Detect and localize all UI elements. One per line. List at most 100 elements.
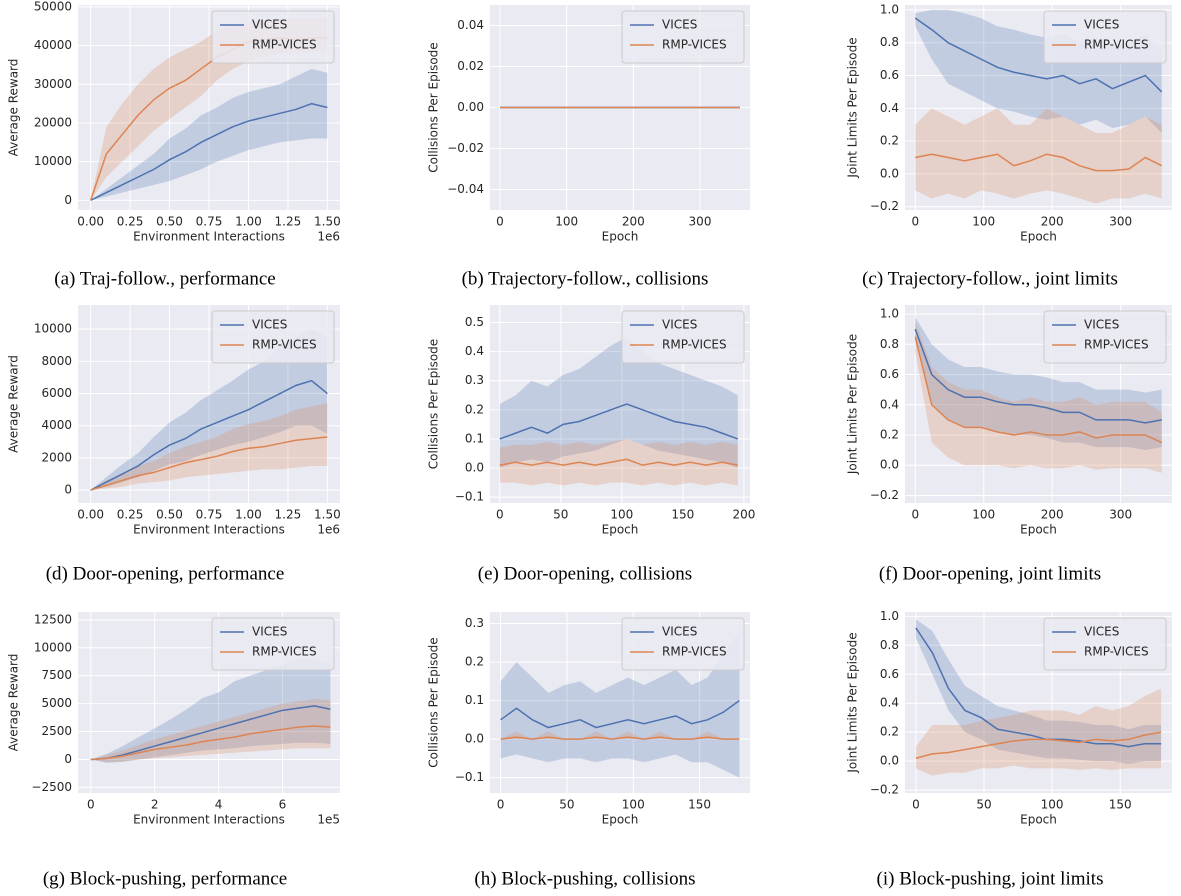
legend-box xyxy=(211,310,335,364)
x-tick-label: 0.25 xyxy=(117,215,144,229)
y-tick-label: 0.2 xyxy=(465,655,484,669)
x-axis-label: Epoch xyxy=(602,523,639,537)
line xyxy=(500,699,740,729)
x-tick-label: 0 xyxy=(911,215,919,229)
y-tick-label: 0.0 xyxy=(880,166,899,180)
x-axis-label: Epoch xyxy=(602,230,639,244)
y-tick-label: 1.0 xyxy=(880,2,899,16)
legend-label: RMP-VICES xyxy=(1084,338,1149,352)
y-tick-label: 1.0 xyxy=(880,609,899,623)
y-tick-label: 0.4 xyxy=(880,397,899,411)
y-tick-label: 0.6 xyxy=(880,68,899,82)
y-axis-label: Average Reward xyxy=(7,654,21,752)
legend-box xyxy=(1043,310,1167,364)
y-tick-label: 0.8 xyxy=(880,35,899,49)
y-tick-label: 0.5 xyxy=(465,315,484,329)
plot-layer xyxy=(499,337,739,486)
y-tick-label: 0.0 xyxy=(465,461,484,475)
confidence-band xyxy=(915,619,1162,765)
x-offset-label: 1e5 xyxy=(317,813,340,827)
line xyxy=(914,336,1163,444)
x-tick-label: 0.00 xyxy=(77,215,104,229)
x-tick-label: 100 xyxy=(1041,798,1064,812)
plot-layer xyxy=(914,317,1163,473)
line xyxy=(499,403,739,440)
caption: (c) Trajectory-follow., joint limits xyxy=(862,268,1118,289)
x-tick-label: 6 xyxy=(279,798,287,812)
y-tick-label: 4000 xyxy=(41,418,72,432)
line xyxy=(914,17,1163,93)
legend-label: RMP-VICES xyxy=(252,38,317,52)
y-tick-label: −0.1 xyxy=(455,770,484,784)
legend-box xyxy=(211,10,335,64)
y-tick-label: 0 xyxy=(64,483,72,497)
y-tick-label: 0.0 xyxy=(465,732,484,746)
y-tick-label: 6000 xyxy=(41,386,72,400)
line xyxy=(915,627,1162,748)
x-tick-label: 0 xyxy=(496,215,504,229)
x-axis-label: Environment Interactions xyxy=(133,813,285,827)
y-tick-label: 0.00 xyxy=(457,100,484,114)
x-tick-label: 1.25 xyxy=(275,508,302,522)
confidence-band xyxy=(500,631,740,778)
y-tick-label: 0.3 xyxy=(465,373,484,387)
line xyxy=(500,736,740,740)
x-tick-label: 50 xyxy=(559,798,574,812)
y-tick-label: −0.04 xyxy=(447,182,484,196)
x-tick-label: 200 xyxy=(1041,215,1064,229)
y-tick-label: 10000 xyxy=(34,154,72,168)
caption: (b) Trajectory-follow., collisions xyxy=(462,268,709,289)
confidence-band xyxy=(499,337,738,469)
y-tick-label: 0.1 xyxy=(465,431,484,445)
x-offset-label: 1e6 xyxy=(317,230,340,244)
y-tick-label: 0.8 xyxy=(880,638,899,652)
y-tick-label: 0.6 xyxy=(880,367,899,381)
line xyxy=(90,436,328,491)
x-tick-label: 0.50 xyxy=(156,508,183,522)
legend-label: RMP-VICES xyxy=(252,645,317,659)
legend-label: RMP-VICES xyxy=(252,338,317,352)
y-tick-label: 1.0 xyxy=(880,307,899,321)
confidence-band xyxy=(90,68,328,201)
confidence-band xyxy=(915,317,1162,451)
x-axis-label: Environment Interactions xyxy=(133,230,285,244)
legend-label: VICES xyxy=(252,318,287,332)
legend-label: RMP-VICES xyxy=(662,645,727,659)
x-axis-label: Epoch xyxy=(602,813,639,827)
y-tick-label: 0.2 xyxy=(465,402,484,416)
y-axis-label: Joint Limits Per Episode xyxy=(846,632,860,773)
x-offset-label: 1e6 xyxy=(317,523,340,537)
y-tick-label: 0.0 xyxy=(880,458,899,472)
y-tick-label: 2500 xyxy=(41,724,72,738)
y-tick-label: 10000 xyxy=(34,640,72,654)
x-tick-label: 0.75 xyxy=(196,508,223,522)
confidence-band xyxy=(915,108,1162,204)
y-tick-label: 10000 xyxy=(34,322,72,336)
x-tick-label: 0.25 xyxy=(117,508,144,522)
confidence-band xyxy=(90,658,331,763)
x-tick-label: 0.75 xyxy=(196,215,223,229)
x-tick-label: 100 xyxy=(972,215,995,229)
y-axis-label: Collisions Per Episode xyxy=(427,42,441,172)
line xyxy=(90,102,328,202)
legend-label: RMP-VICES xyxy=(1084,645,1149,659)
y-tick-label: 0.4 xyxy=(465,344,484,358)
x-tick-label: 200 xyxy=(622,215,645,229)
y-tick-label: 7500 xyxy=(41,668,72,682)
legend-label: RMP-VICES xyxy=(662,338,727,352)
y-tick-label: 0.8 xyxy=(880,337,899,351)
y-tick-label: 0.4 xyxy=(880,101,899,115)
y-tick-label: 12500 xyxy=(34,612,72,626)
y-tick-label: 0.1 xyxy=(465,693,484,707)
y-tick-label: 0.2 xyxy=(880,725,899,739)
x-tick-label: 2 xyxy=(151,798,159,812)
legend-box xyxy=(621,310,745,364)
y-tick-label: 8000 xyxy=(41,354,72,368)
y-tick-label: −0.2 xyxy=(870,199,899,213)
y-tick-label: 0 xyxy=(64,193,72,207)
y-axis-label: Average Reward xyxy=(7,59,21,157)
legend-label: RMP-VICES xyxy=(1084,38,1149,52)
legend-box xyxy=(621,10,745,64)
legend-box xyxy=(1043,10,1167,64)
caption: (e) Door-opening, collisions xyxy=(478,563,692,584)
